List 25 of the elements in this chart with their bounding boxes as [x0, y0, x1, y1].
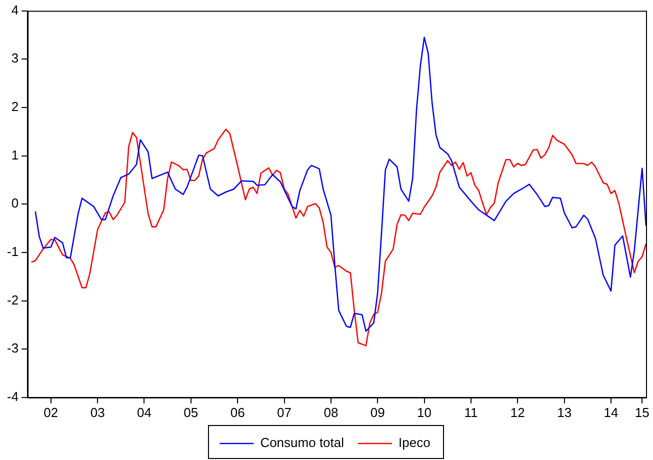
legend-label: Ipeco [398, 435, 430, 450]
y-tick-label: 1 [11, 147, 19, 162]
x-tick-label: 15 [634, 404, 650, 420]
y-tick-label: 2 [11, 99, 19, 114]
x-tick-label: 13 [557, 404, 572, 420]
x-tick-label: 02 [44, 404, 58, 420]
x-tick-label: 10 [417, 404, 432, 420]
x-tick-label: 03 [90, 404, 105, 420]
y-tick-label: -3 [6, 340, 19, 356]
y-tick-label: 3 [11, 50, 19, 66]
x-tick-label: 06 [230, 404, 245, 420]
y-tick-label: -2 [6, 292, 19, 308]
x-tick-label: 07 [277, 404, 292, 420]
x-tick-label: 14 [604, 404, 618, 420]
x-tick-label: 12 [510, 404, 525, 420]
y-tick-label: 4 [11, 2, 19, 18]
y-tick-label: -4 [6, 388, 19, 404]
x-tick-label: 08 [324, 404, 338, 420]
y-tick-label: -1 [6, 244, 19, 260]
x-tick-label: 05 [184, 404, 198, 420]
x-tick-label: 09 [370, 404, 385, 420]
x-tick-label: 04 [137, 404, 152, 420]
legend-label: Consumo total [260, 435, 344, 450]
x-tick-label: 11 [464, 404, 478, 420]
y-tick-label: 0 [11, 196, 19, 211]
